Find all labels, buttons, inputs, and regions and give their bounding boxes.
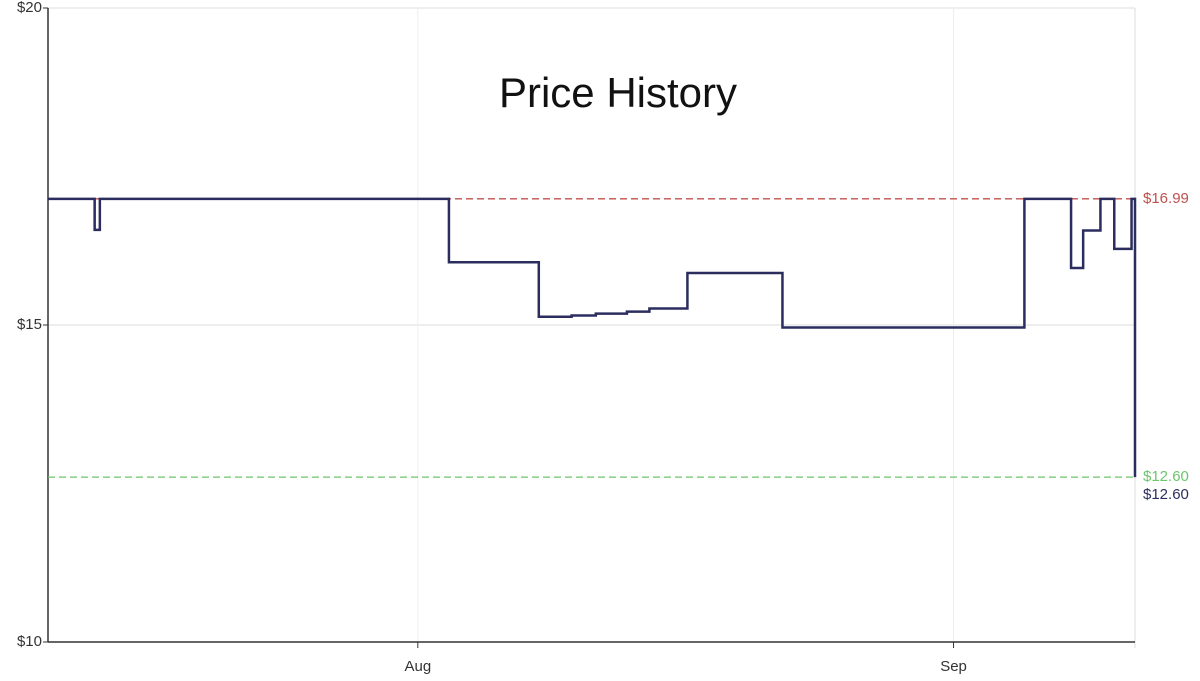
reference-label: $16.99 (1143, 190, 1189, 207)
x-tick-label: Sep (940, 658, 967, 675)
y-tick-label: $10 (17, 633, 42, 650)
price-line (48, 197, 1137, 478)
y-tick-label: $20 (17, 0, 42, 16)
current-price-label: $12.60 (1143, 486, 1189, 503)
chart-title: Price History (499, 69, 737, 116)
y-tick-label: $15 (17, 316, 42, 333)
reference-label: $12.60 (1143, 468, 1189, 485)
x-tick-label: Aug (404, 658, 431, 675)
